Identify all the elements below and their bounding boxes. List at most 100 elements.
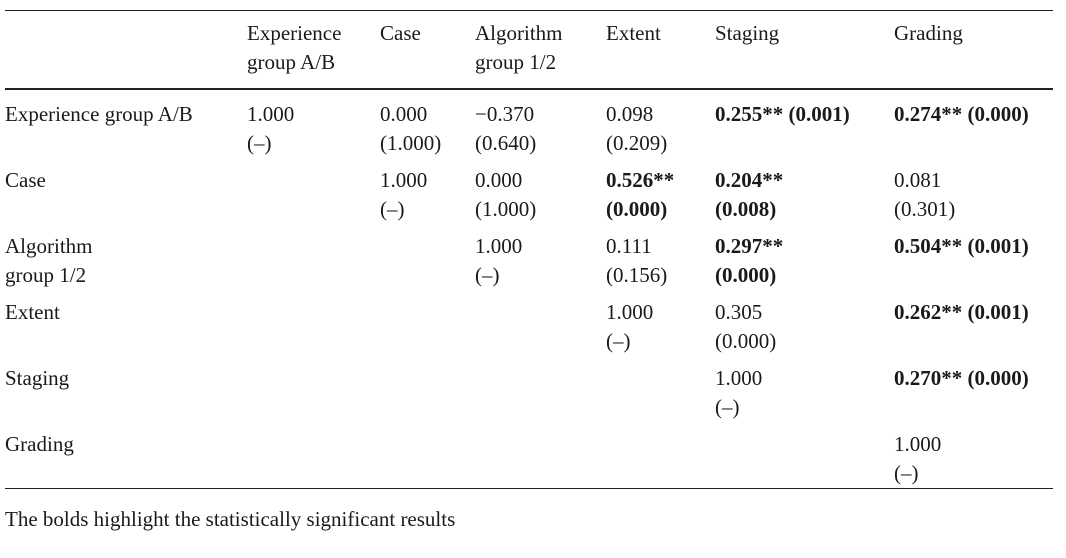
table-row: Extent 1.000 (–) 0.305 (0.000) 0.262** (0.001… (5, 296, 1053, 362)
cell-value-text: 0.274** (0.000) (894, 102, 1029, 126)
header-text: group 1/2 (475, 50, 557, 74)
correlation-cell: 1.000 (–) (380, 164, 475, 230)
cell-value-text: (–) (475, 263, 500, 287)
correlation-cell: 0.270** (0.000) (894, 362, 1053, 428)
correlation-cell: 0.262** (0.001) (894, 296, 1053, 362)
row-label-cell: Extent (5, 296, 247, 362)
correlation-cell: 1.000 (–) (247, 90, 380, 164)
row-label-text: group 1/2 (5, 263, 87, 287)
row-label-text: Algorithm (5, 234, 93, 258)
header-cell-extent: Extent (606, 11, 715, 88)
correlation-cell (380, 428, 475, 488)
correlation-cell (606, 428, 715, 488)
cell-value-text: (0.000) (606, 197, 668, 221)
row-label-text: Extent (5, 300, 60, 324)
table-header-row: Experience group A/B Case Algorithm grou… (5, 11, 1053, 88)
cell-value-text: 0.526** (606, 168, 675, 192)
header-text: group A/B (247, 50, 336, 74)
cell-value-text: (0.000) (715, 329, 777, 353)
cell-value-text: (0.640) (475, 131, 537, 155)
cell-value-text: (–) (247, 131, 272, 155)
correlation-cell (247, 230, 380, 296)
correlation-cell (247, 164, 380, 230)
table-row: Algorithm group 1/2 1.000 (–) 0.111 (0.156) 0.… (5, 230, 1053, 296)
correlation-cell: 0.098 (0.209) (606, 90, 715, 164)
correlation-cell (247, 296, 380, 362)
correlation-cell: 0.255** (0.001) (715, 90, 894, 164)
table-top-rule (5, 10, 1053, 11)
cell-value-text: 0.297** (715, 234, 784, 258)
row-label-cell: Experience group A/B (5, 90, 247, 164)
cell-value-text: (0.000) (715, 263, 777, 287)
table-footnote: The bolds highlight the statistically si… (5, 507, 456, 531)
correlation-cell: 0.297** (0.000) (715, 230, 894, 296)
correlation-cell: 0.111 (0.156) (606, 230, 715, 296)
cell-value-text: (0.209) (606, 131, 668, 155)
correlation-cell: 0.305 (0.000) (715, 296, 894, 362)
cell-value-text: 0.098 (606, 102, 654, 126)
correlation-cell (475, 296, 606, 362)
row-label-cell: Grading (5, 428, 247, 488)
cell-value-text: −0.370 (475, 102, 535, 126)
cell-value-text: 1.000 (247, 102, 295, 126)
cell-value-text: (0.301) (894, 197, 956, 221)
correlation-cell (475, 428, 606, 488)
cell-value-text: 0.000 (475, 168, 523, 192)
cell-value-text: 0.255** (0.001) (715, 102, 850, 126)
cell-value-text: 0.081 (894, 168, 942, 192)
cell-value-text: (–) (715, 395, 740, 419)
table-row: Case 1.000 (–) 0.000 (1.000) 0.526** (0.000) 0.… (5, 164, 1053, 230)
table-row: Grading 1.000 (–) (5, 428, 1053, 488)
table-header-rule (5, 88, 1053, 90)
correlation-table: Experience group A/B Case Algorithm grou… (5, 11, 1053, 88)
row-label-cell: Algorithm group 1/2 (5, 230, 247, 296)
cell-value-text: (–) (894, 461, 919, 485)
cell-value-text: 1.000 (380, 168, 428, 192)
correlation-cell: 0.274** (0.000) (894, 90, 1053, 164)
cell-value-text: 1.000 (894, 432, 942, 456)
header-cell-grading: Grading (894, 11, 1053, 88)
header-cell-experience-group: Experience group A/B (247, 11, 380, 88)
row-label-text: Grading (5, 432, 74, 456)
header-text: Grading (894, 21, 963, 45)
cell-value-text: (1.000) (475, 197, 537, 221)
header-cell-staging: Staging (715, 11, 894, 88)
correlation-cell (380, 296, 475, 362)
cell-value-text: 1.000 (715, 366, 763, 390)
table-row: Experience group A/B 1.000 (–) 0.000 (1.000)… (5, 90, 1053, 164)
cell-value-text: 0.000 (380, 102, 428, 126)
correlation-cell (475, 362, 606, 428)
header-cell-algorithm-group: Algorithm group 1/2 (475, 11, 606, 88)
correlation-cell (380, 230, 475, 296)
table-body: Experience group A/B 1.000 (–) 0.000 (1.000)… (5, 90, 1053, 488)
cell-value-text: 0.305 (715, 300, 763, 324)
header-text: Algorithm (475, 21, 563, 45)
correlation-cell: 1.000 (–) (894, 428, 1053, 488)
correlation-cell: 1.000 (–) (475, 230, 606, 296)
correlation-cell: 0.204** (0.008) (715, 164, 894, 230)
row-label-cell: Case (5, 164, 247, 230)
cell-value-text: (0.156) (606, 263, 668, 287)
header-text: Case (380, 21, 421, 45)
header-text: Experience (247, 21, 342, 45)
cell-value-text: (–) (606, 329, 631, 353)
row-label-cell: Staging (5, 362, 247, 428)
row-label-text: Experience group A/B (5, 102, 193, 126)
row-label-text: Staging (5, 366, 70, 390)
table-row: Staging 1.000 (–) 0.270** (0.000) (5, 362, 1053, 428)
header-cell-blank (5, 11, 247, 88)
cell-value-text: (–) (380, 197, 405, 221)
cell-value-text: (1.000) (380, 131, 442, 155)
header-cell-case: Case (380, 11, 475, 88)
cell-value-text: 0.262** (0.001) (894, 300, 1029, 324)
table-bottom-rule (5, 488, 1053, 489)
header-text: Extent (606, 21, 661, 45)
correlation-cell (247, 428, 380, 488)
cell-value-text: (0.008) (715, 197, 777, 221)
cell-value-text: 0.504** (0.001) (894, 234, 1029, 258)
correlation-table-body: Experience group A/B 1.000 (–) 0.000 (1.000)… (5, 90, 1053, 488)
correlation-table-container: Experience group A/B Case Algorithm grou… (5, 10, 1053, 489)
correlation-cell (715, 428, 894, 488)
cell-value-text: 0.111 (606, 234, 652, 258)
cell-value-text: 1.000 (606, 300, 654, 324)
